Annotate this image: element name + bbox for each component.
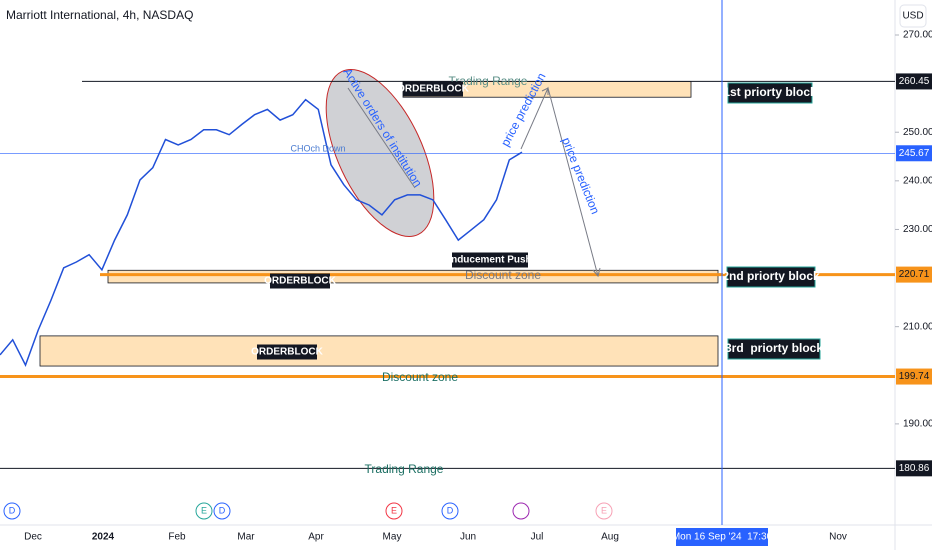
tag: 1st priorty block [723, 85, 817, 99]
tag-bg [270, 273, 330, 289]
annotation: CHOch Down [290, 143, 345, 153]
institution-arrow [347, 87, 416, 189]
annotation: Trading Range [365, 462, 444, 476]
tag: 3rd priorty block [725, 341, 823, 355]
annotation: Discount zone [465, 268, 541, 282]
price-label: 220.71 [899, 269, 930, 280]
event-icon [195, 502, 213, 520]
order-block-zone [39, 335, 719, 367]
price-line [0, 98, 523, 367]
y-tick-label: 240.00 [903, 175, 932, 186]
price-label-bg [896, 266, 932, 283]
event-letter: D [447, 505, 454, 515]
price-label-bg [896, 460, 932, 477]
price-label-bg [896, 73, 932, 90]
x-tick-label: Jun [460, 532, 476, 543]
crosshair-label-bg [676, 528, 768, 546]
x-tick-label: Aug [601, 532, 619, 543]
tag: ORDERBLOCK [264, 276, 336, 287]
x-tick-label: Dec [24, 532, 42, 543]
y-tick-label: 270.00 [903, 30, 932, 41]
x-tick-label: Apr [308, 532, 324, 543]
event-icon [213, 502, 231, 520]
event-icon [385, 502, 403, 520]
tag-bg [727, 82, 813, 104]
order-block-zone [107, 269, 719, 284]
annotation: Discount zone [382, 370, 458, 384]
annotation: Trading Range [449, 74, 528, 88]
tag-bg [257, 344, 317, 360]
tag-bg [452, 252, 528, 268]
tag: ORDERBLOCK [251, 347, 323, 358]
chart-title: Marriott International, 4h, NASDAQ [6, 8, 193, 22]
x-tick-label: May [383, 532, 402, 543]
event-letter: D [219, 505, 226, 515]
y-tick-label: 190.00 [903, 419, 932, 430]
tag: 2nd priorty block [722, 269, 820, 283]
tag: Inducement Push [448, 255, 531, 266]
price-label: 245.67 [899, 148, 930, 159]
price-label: 199.74 [899, 371, 930, 382]
currency-box[interactable] [899, 4, 927, 28]
arrow-head [541, 87, 549, 95]
y-tick-label: 230.00 [903, 224, 932, 235]
price-label: 260.45 [899, 76, 930, 87]
event-letter: E [601, 505, 607, 515]
tag: ORDERBLOCK [397, 84, 469, 95]
price-label-bg [896, 145, 932, 162]
x-tick-label: Jul [531, 532, 544, 543]
tag-bg [403, 81, 463, 97]
event-letter: D [9, 505, 16, 515]
x-tick-label: Mar [237, 532, 255, 543]
event-letter: E [201, 505, 207, 515]
x-tick-label: 2024 [92, 532, 115, 543]
x-tick-label: Feb [168, 532, 186, 543]
y-tick-label: 250.00 [903, 127, 932, 138]
arrow-head [592, 267, 601, 278]
price-label: 180.86 [899, 463, 930, 474]
event-icon [595, 502, 613, 520]
x-tick-label: Nov [829, 532, 847, 543]
crosshair-label: Mon 16 Sep '24 17:30 [672, 532, 773, 543]
y-tick-label: 210.00 [903, 321, 932, 332]
tag-bg [727, 338, 821, 360]
tag-bg [726, 266, 816, 288]
currency: USD [902, 11, 923, 22]
event-letter: E [391, 505, 397, 515]
event-icon [3, 502, 21, 520]
event-icon [512, 502, 530, 520]
event-icon [441, 502, 459, 520]
price-label-bg [896, 368, 932, 385]
